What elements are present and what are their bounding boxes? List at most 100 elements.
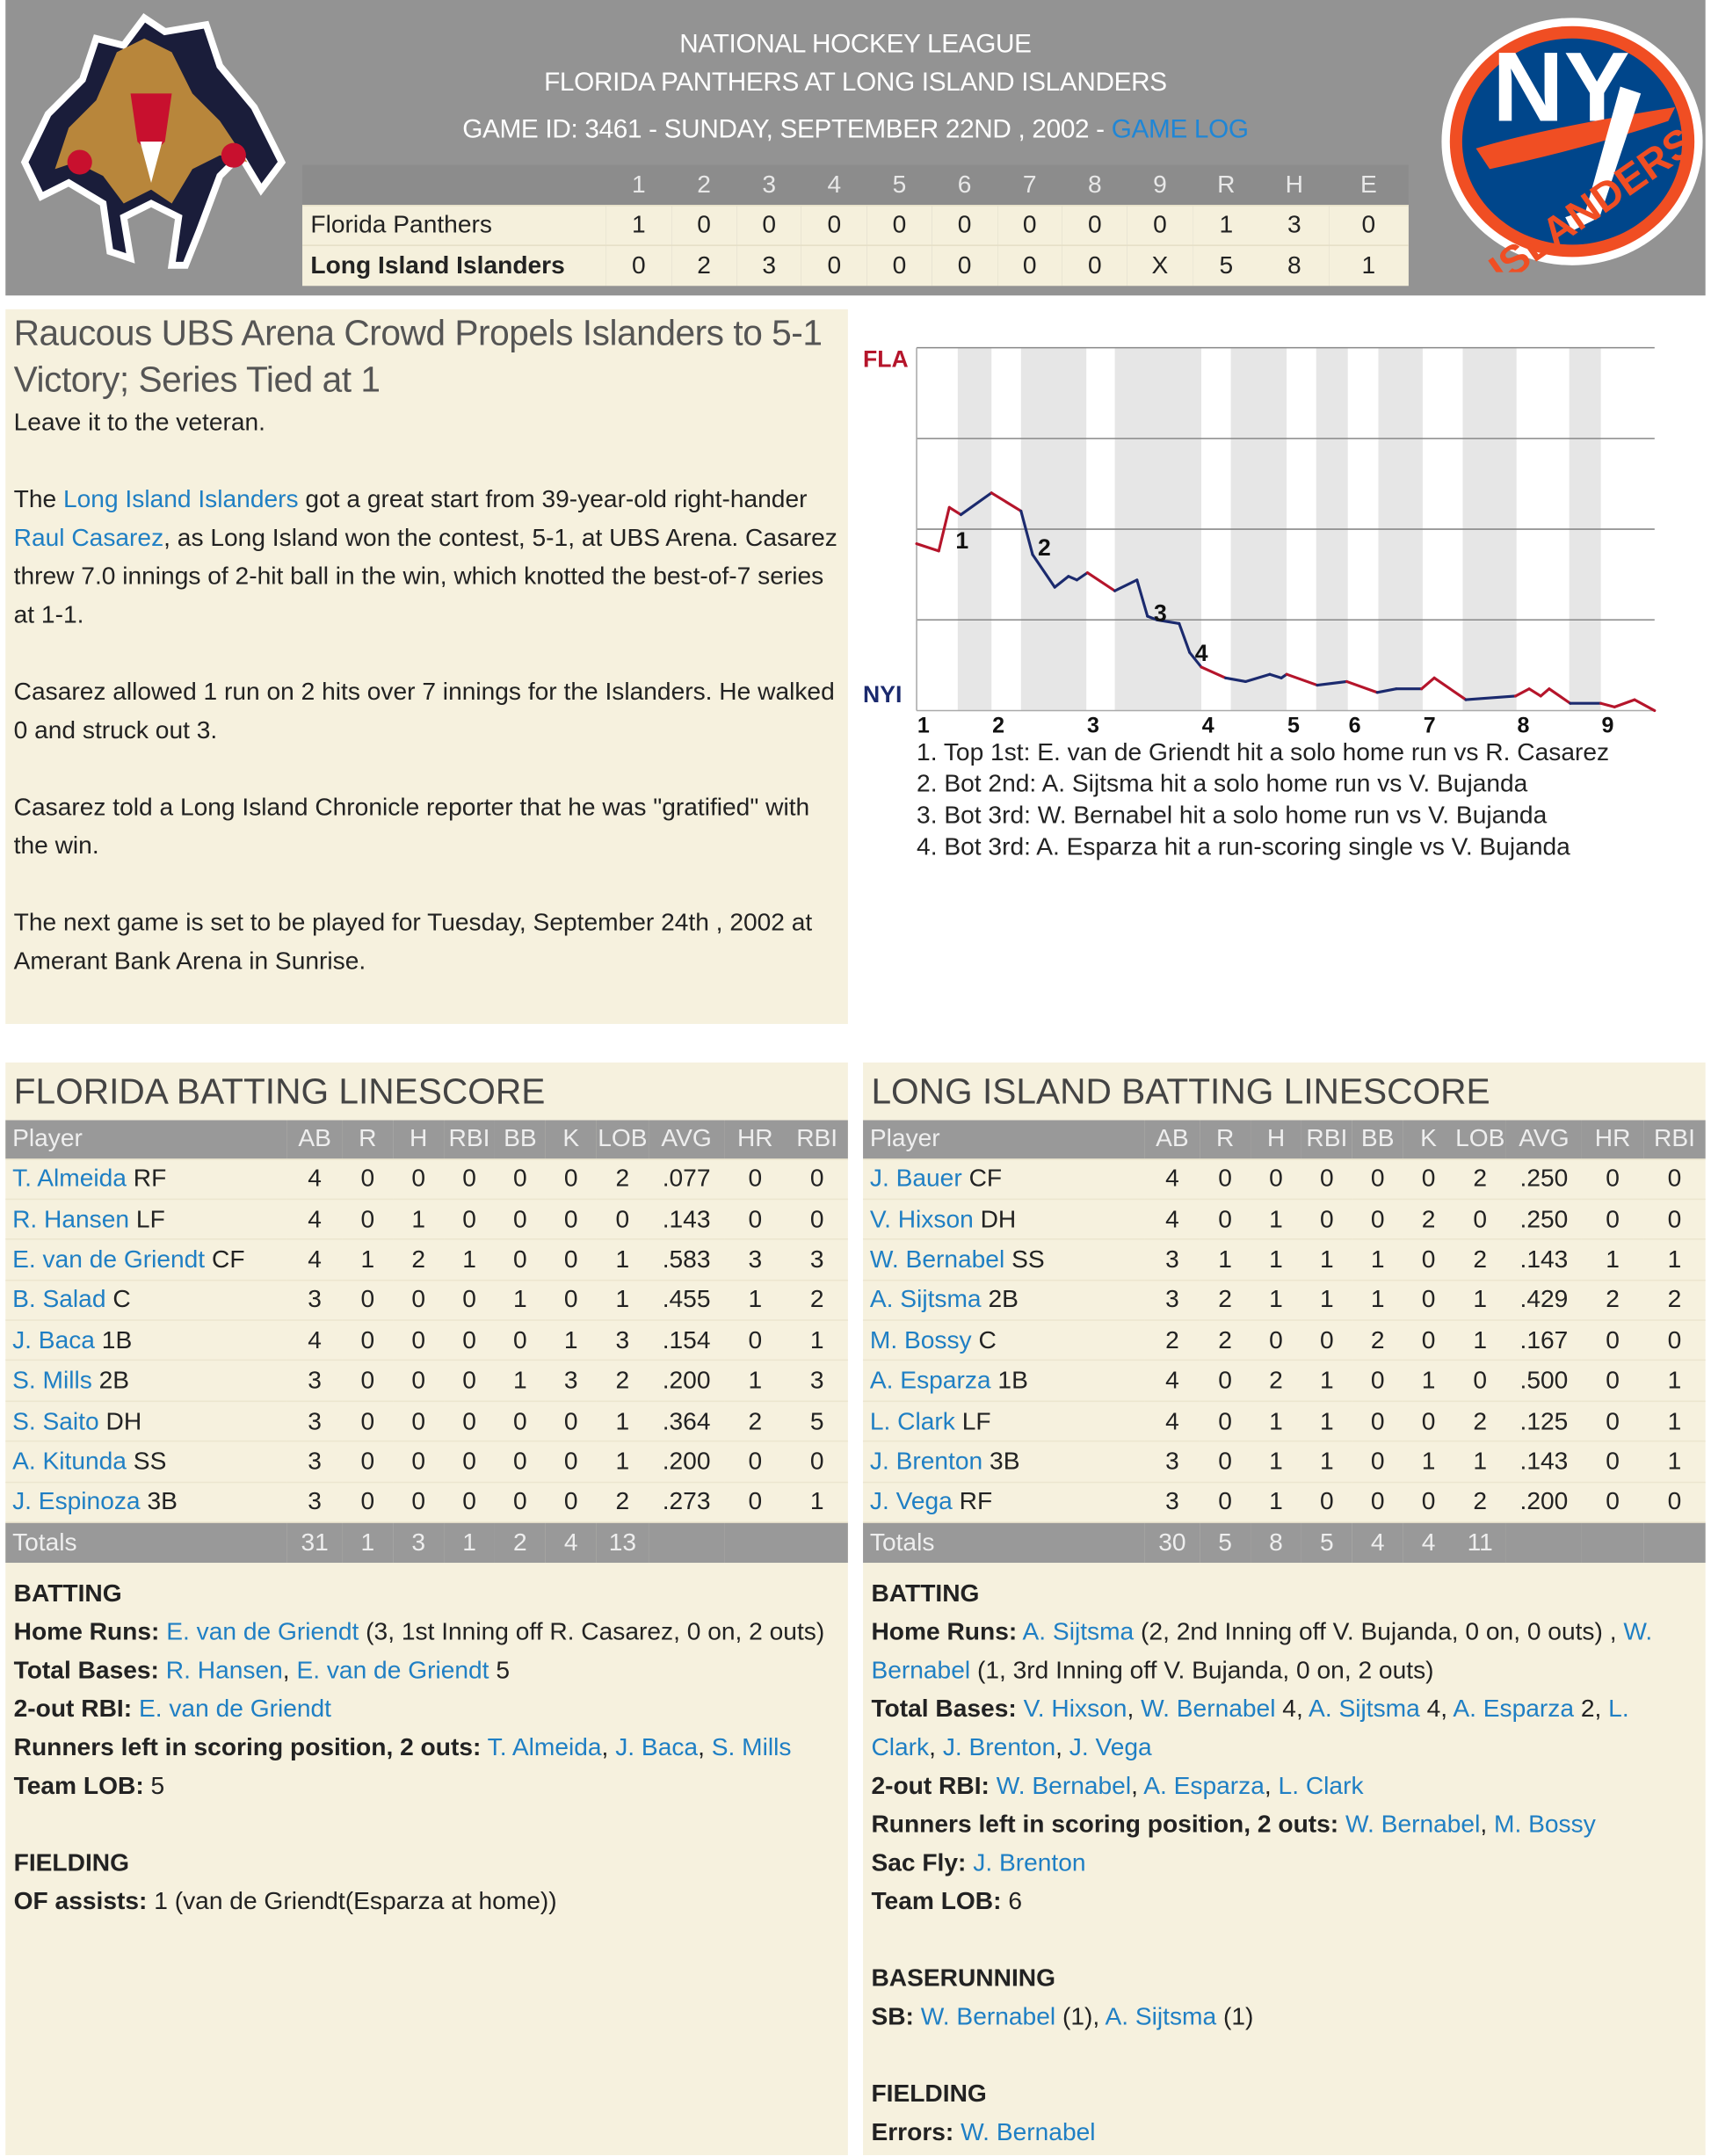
stat-cell: 0: [545, 1158, 597, 1200]
player-link[interactable]: J. Baca: [12, 1325, 95, 1354]
player-link[interactable]: T. Almeida: [487, 1732, 602, 1760]
column-header-r[interactable]: R: [342, 1120, 394, 1159]
stat-cell: .500: [1505, 1360, 1582, 1402]
column-header-h[interactable]: H: [1251, 1120, 1301, 1159]
player-link[interactable]: E. van de Griendt: [296, 1655, 489, 1683]
win-prob-segment: [1633, 698, 1657, 713]
player-link[interactable]: E. van de Griendt: [166, 1616, 359, 1645]
player-link[interactable]: S. Saito: [12, 1406, 99, 1434]
totals-cell: 1: [444, 1521, 495, 1563]
totals-cell: [649, 1521, 725, 1563]
column-header-lob[interactable]: LOB: [596, 1120, 649, 1159]
column-header-ab[interactable]: AB: [286, 1120, 343, 1159]
player-link[interactable]: W. Bernabel: [996, 1770, 1132, 1799]
player-link[interactable]: J. Bauer: [869, 1164, 962, 1193]
game-log-link[interactable]: GAME LOG: [1111, 115, 1249, 145]
batting-title: FLORIDA BATTING LINESCORE: [13, 1071, 546, 1113]
win-prob-segment: [1285, 672, 1319, 687]
stat-cell: 0: [342, 1481, 394, 1522]
recap-headline: Raucous UBS Arena Crowd Propels Islander…: [13, 311, 823, 401]
player-link[interactable]: L. Clark: [869, 1406, 955, 1434]
player-link[interactable]: J. Vega: [869, 1487, 953, 1515]
text-segment: The next game is set to be played for Tu…: [13, 908, 813, 975]
player-link[interactable]: M. Bossy: [1494, 1809, 1596, 1838]
player-link[interactable]: A. Esparza: [1143, 1770, 1265, 1799]
player-link[interactable]: A. Esparza: [869, 1366, 991, 1394]
stat-cell: 0: [393, 1319, 445, 1361]
column-header-ab[interactable]: AB: [1144, 1120, 1200, 1159]
player-link[interactable]: L. Clark: [1278, 1770, 1364, 1799]
player-link[interactable]: V. Hixson: [869, 1204, 974, 1233]
column-header-rbi[interactable]: RBI: [786, 1120, 848, 1159]
column-header-player[interactable]: Player: [5, 1120, 287, 1159]
annotation-item: 4. Bot 3rd: A. Esparza hit a run-scoring…: [917, 832, 1570, 860]
column-header-k[interactable]: K: [1403, 1120, 1454, 1159]
player-link[interactable]: L. Clark: [871, 1694, 1629, 1760]
stat-cell: 0: [545, 1198, 597, 1240]
stat-cell: 0: [494, 1238, 546, 1281]
stat-cell: 1: [1643, 1238, 1706, 1281]
column-header-hr[interactable]: HR: [724, 1120, 787, 1159]
column-header-rbi[interactable]: RBI: [444, 1120, 495, 1159]
column-header-bb[interactable]: BB: [494, 1120, 546, 1159]
column-header-h[interactable]: H: [393, 1120, 445, 1159]
column-header-bb[interactable]: BB: [1352, 1120, 1403, 1159]
column-header-r[interactable]: R: [1200, 1120, 1251, 1159]
player-link[interactable]: Long Island Islanders: [62, 485, 299, 513]
column-header-avg[interactable]: AVG: [1505, 1120, 1582, 1159]
player-link[interactable]: A. Sijtsma: [1105, 2001, 1217, 2029]
annotation-item: 2. Bot 2nd: A. Sijtsma hit a solo home r…: [917, 769, 1528, 798]
player-position: RF: [133, 1164, 167, 1193]
linescore-col-6: 6: [932, 164, 997, 206]
player-link[interactable]: S. Mills: [711, 1732, 792, 1760]
table-row: L. Clark LF 4 0 1 1 0 0 2.125 0 1: [863, 1400, 1706, 1442]
player-link[interactable]: J. Brenton: [942, 1732, 1056, 1760]
column-header-avg[interactable]: AVG: [649, 1120, 725, 1159]
player-link[interactable]: J. Brenton: [973, 1847, 1086, 1876]
player-link[interactable]: A. Sijtsma: [869, 1285, 982, 1313]
player-link[interactable]: V. Hixson: [1023, 1694, 1127, 1722]
column-header-k[interactable]: K: [545, 1120, 597, 1159]
player-link[interactable]: T. Almeida: [12, 1164, 127, 1193]
player-link[interactable]: Raul Casarez: [13, 523, 164, 552]
player-link[interactable]: W. Bernabel: [1141, 1694, 1276, 1722]
column-header-player[interactable]: Player: [863, 1120, 1145, 1159]
player-link[interactable]: M. Bossy: [869, 1325, 972, 1354]
stat-cell: 2: [786, 1279, 848, 1321]
player-link[interactable]: R. Hansen: [12, 1204, 130, 1233]
player-link[interactable]: S. Mills: [12, 1366, 92, 1394]
stat-cell: 4: [286, 1319, 343, 1361]
player-link[interactable]: B. Salad: [12, 1285, 106, 1313]
player-link[interactable]: A. Kitunda: [12, 1447, 127, 1475]
stat-cell: .143: [649, 1198, 725, 1240]
column-header-hr[interactable]: HR: [1581, 1120, 1644, 1159]
event-marker: 3: [1154, 599, 1167, 626]
stat-cell: 3: [1144, 1279, 1200, 1321]
stat-cell: 0: [724, 1319, 787, 1361]
stat-cell: .154: [649, 1319, 725, 1361]
stat-cell: 0: [444, 1198, 495, 1240]
stat-cell: 0: [724, 1481, 787, 1522]
player-link[interactable]: J. Espinoza: [12, 1487, 141, 1515]
player-link[interactable]: W. Bernabel: [871, 1616, 1653, 1683]
stat-cell: 0: [1581, 1360, 1644, 1402]
player-cell: B. Salad C: [5, 1279, 287, 1321]
player-link[interactable]: A. Sijtsma: [1022, 1616, 1135, 1645]
player-link[interactable]: E. van de Griendt: [12, 1245, 206, 1274]
totals-cell: 4: [1403, 1521, 1454, 1563]
column-header-rbi[interactable]: RBI: [1301, 1120, 1352, 1159]
player-link[interactable]: J. Brenton: [869, 1447, 983, 1475]
player-link[interactable]: W. Bernabel: [961, 2117, 1096, 2145]
player-link[interactable]: A. Esparza: [1453, 1694, 1575, 1722]
player-link[interactable]: W. Bernabel: [920, 2001, 1056, 2029]
player-link[interactable]: W. Bernabel: [869, 1245, 1005, 1274]
column-header-lob[interactable]: LOB: [1454, 1120, 1506, 1159]
player-link[interactable]: R. Hansen: [165, 1655, 283, 1683]
player-link[interactable]: E. van de Griendt: [138, 1694, 332, 1722]
player-link[interactable]: J. Vega: [1069, 1732, 1152, 1760]
column-header-rbi[interactable]: RBI: [1643, 1120, 1706, 1159]
player-link[interactable]: J. Baca: [615, 1732, 699, 1760]
linescore-cell: 0: [801, 244, 867, 287]
player-link[interactable]: A. Sijtsma: [1309, 1694, 1420, 1722]
player-link[interactable]: W. Bernabel: [1345, 1809, 1481, 1838]
